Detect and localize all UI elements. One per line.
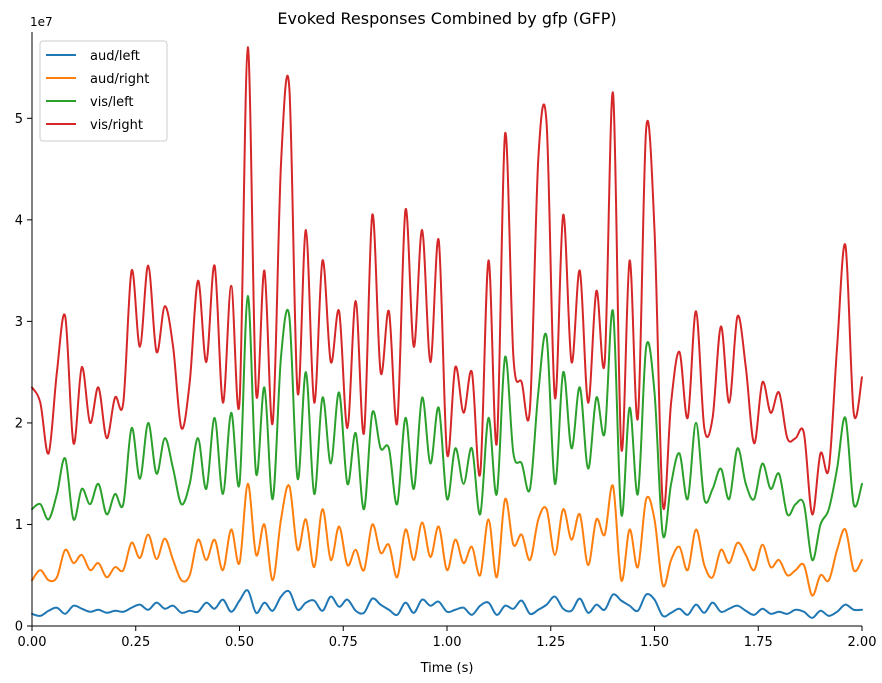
- y-ticks: 0 1 2 3 4 5: [15, 112, 32, 635]
- series-line-1: [31, 482, 863, 597]
- legend-label: aud/left: [90, 49, 140, 64]
- x-tick-label: 1.50: [640, 635, 669, 650]
- chart-title: Evoked Responses Combined by gfp (GFP): [277, 9, 616, 28]
- y-tick-label: 1: [15, 518, 23, 533]
- x-tick-label: 0.50: [225, 635, 254, 650]
- series-layer: [31, 46, 863, 619]
- x-tick-label: 1.25: [536, 635, 565, 650]
- legend-label: vis/right: [90, 118, 143, 133]
- y-tick-label: 2: [15, 416, 23, 431]
- x-tick-label: 1.00: [433, 635, 462, 650]
- legend-label: vis/left: [90, 95, 134, 110]
- x-tick-label: 2.00: [848, 635, 877, 650]
- x-tick-label: 0.75: [329, 635, 358, 650]
- y-tick-label: 0: [15, 620, 23, 635]
- series-line-3: [31, 46, 863, 516]
- x-axis-label: Time (s): [420, 661, 474, 676]
- y-scale-label: 1e7: [30, 15, 53, 29]
- series-line-0: [31, 589, 863, 619]
- x-tick-label: 0.00: [18, 635, 47, 650]
- series-line-2: [31, 294, 863, 562]
- y-tick-label: 4: [15, 213, 23, 228]
- y-tick-label: 3: [15, 315, 23, 330]
- legend-label: aud/right: [90, 72, 149, 87]
- x-tick-label: 0.25: [121, 635, 150, 650]
- x-ticks: 0.00 0.25 0.50 0.75 1.00 1.25 1.50 1.75 2.00: [18, 626, 877, 650]
- legend-frame: [39, 40, 168, 142]
- legend: aud/left aud/right vis/left vis/right: [39, 40, 168, 142]
- x-tick-label: 1.75: [744, 635, 773, 650]
- y-tick-label: 5: [15, 112, 23, 127]
